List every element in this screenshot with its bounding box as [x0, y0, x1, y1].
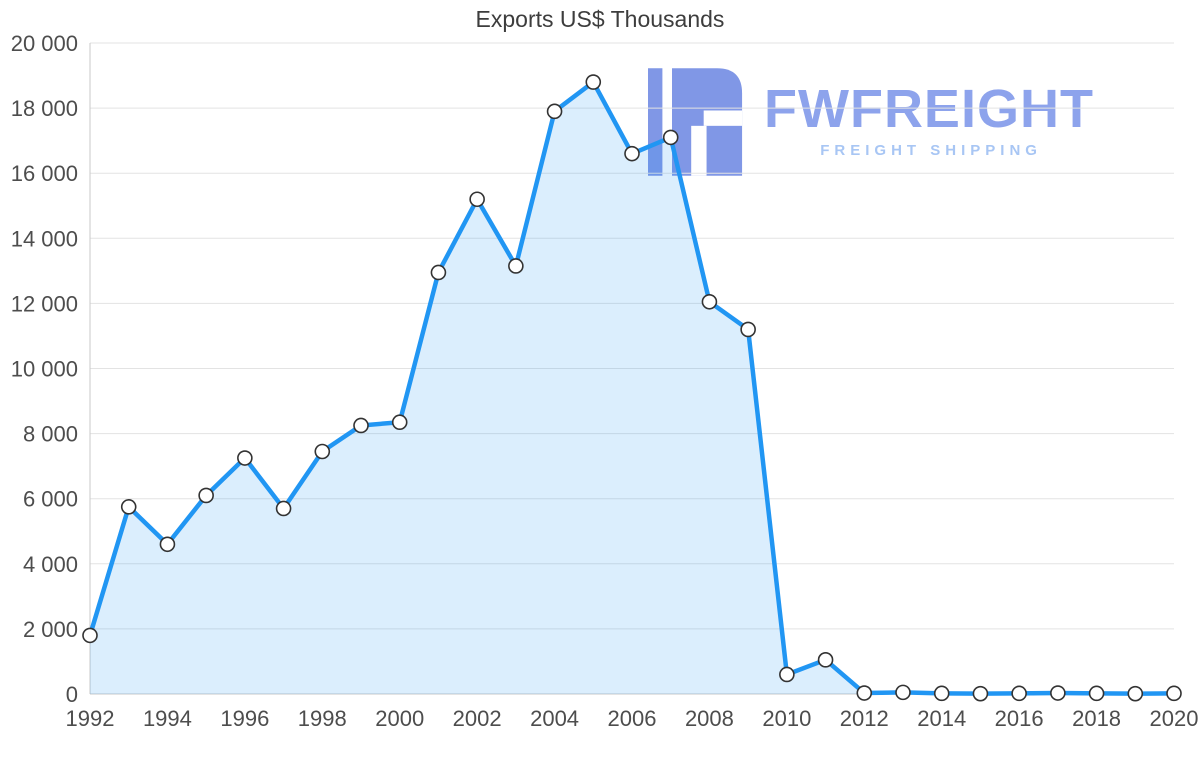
- data-point: [198, 487, 214, 504]
- data-point: [933, 685, 950, 702]
- data-point: [314, 443, 331, 460]
- y-axis-label: 4 000: [23, 552, 78, 577]
- data-point: [817, 652, 834, 668]
- y-axis-label: 16 000: [11, 161, 78, 186]
- x-axis-label: 2002: [453, 706, 502, 731]
- x-axis-label: 2004: [530, 706, 579, 731]
- x-axis-label: 2020: [1150, 706, 1199, 731]
- x-axis-label: 2018: [1072, 706, 1121, 731]
- data-point: [353, 417, 369, 434]
- data-point: [546, 103, 563, 120]
- data-point: [779, 666, 795, 683]
- data-point: [1127, 685, 1144, 702]
- data-point: [120, 499, 137, 515]
- area-fill: [90, 82, 1174, 694]
- x-axis-label: 2006: [608, 706, 657, 731]
- data-point: [237, 450, 253, 466]
- data-point: [740, 321, 756, 338]
- data-point: [585, 74, 602, 90]
- data-point: [701, 293, 718, 310]
- data-point: [624, 145, 640, 162]
- y-axis-label: 10 000: [11, 357, 78, 382]
- data-point: [430, 264, 447, 281]
- x-axis-label: 2008: [685, 706, 734, 731]
- x-axis-label: 1994: [143, 706, 192, 731]
- data-point: [1166, 685, 1182, 702]
- y-axis-label: 18 000: [11, 96, 78, 121]
- data-point: [275, 500, 292, 517]
- y-axis-label: 8 000: [23, 422, 78, 447]
- y-axis-label: 6 000: [23, 487, 78, 512]
- y-axis-label: 20 000: [11, 31, 78, 56]
- data-point: [1050, 685, 1066, 701]
- x-axis-label: 1998: [298, 706, 347, 731]
- x-axis-label: 1992: [66, 706, 115, 731]
- logo-name: FWFREIGHT: [764, 79, 1094, 139]
- data-point: [662, 129, 679, 146]
- y-axis-label: 14 000: [11, 226, 78, 251]
- data-point: [972, 685, 989, 702]
- y-axis-label: 0: [66, 682, 78, 707]
- data-point: [856, 685, 873, 701]
- data-point: [82, 627, 98, 644]
- data-point: [469, 191, 485, 208]
- data-point: [895, 684, 911, 701]
- data-point: [1011, 685, 1027, 702]
- data-point: [159, 536, 176, 553]
- fwfreight-logo-icon: [648, 68, 743, 176]
- x-axis-label: 2010: [762, 706, 811, 731]
- x-axis-label: 2000: [375, 706, 424, 731]
- data-point: [391, 414, 408, 431]
- logo-text-block: FWFREIGHT FREIGHT SHIPPING: [764, 64, 1094, 159]
- y-axis-label: 2 000: [23, 617, 78, 642]
- fwfreight-watermark: FWFREIGHT FREIGHT SHIPPING: [648, 64, 1094, 180]
- x-axis-label: 2016: [995, 706, 1044, 731]
- chart-title: Exports US$ Thousands: [475, 6, 725, 32]
- x-axis-label: 2014: [917, 706, 966, 731]
- data-point: [508, 258, 524, 274]
- data-point: [1088, 685, 1105, 702]
- x-axis-label: 2012: [840, 706, 889, 731]
- y-axis-label: 12 000: [11, 291, 78, 316]
- x-axis-label: 1996: [220, 706, 269, 731]
- logo-subtitle: FREIGHT SHIPPING: [820, 142, 1042, 159]
